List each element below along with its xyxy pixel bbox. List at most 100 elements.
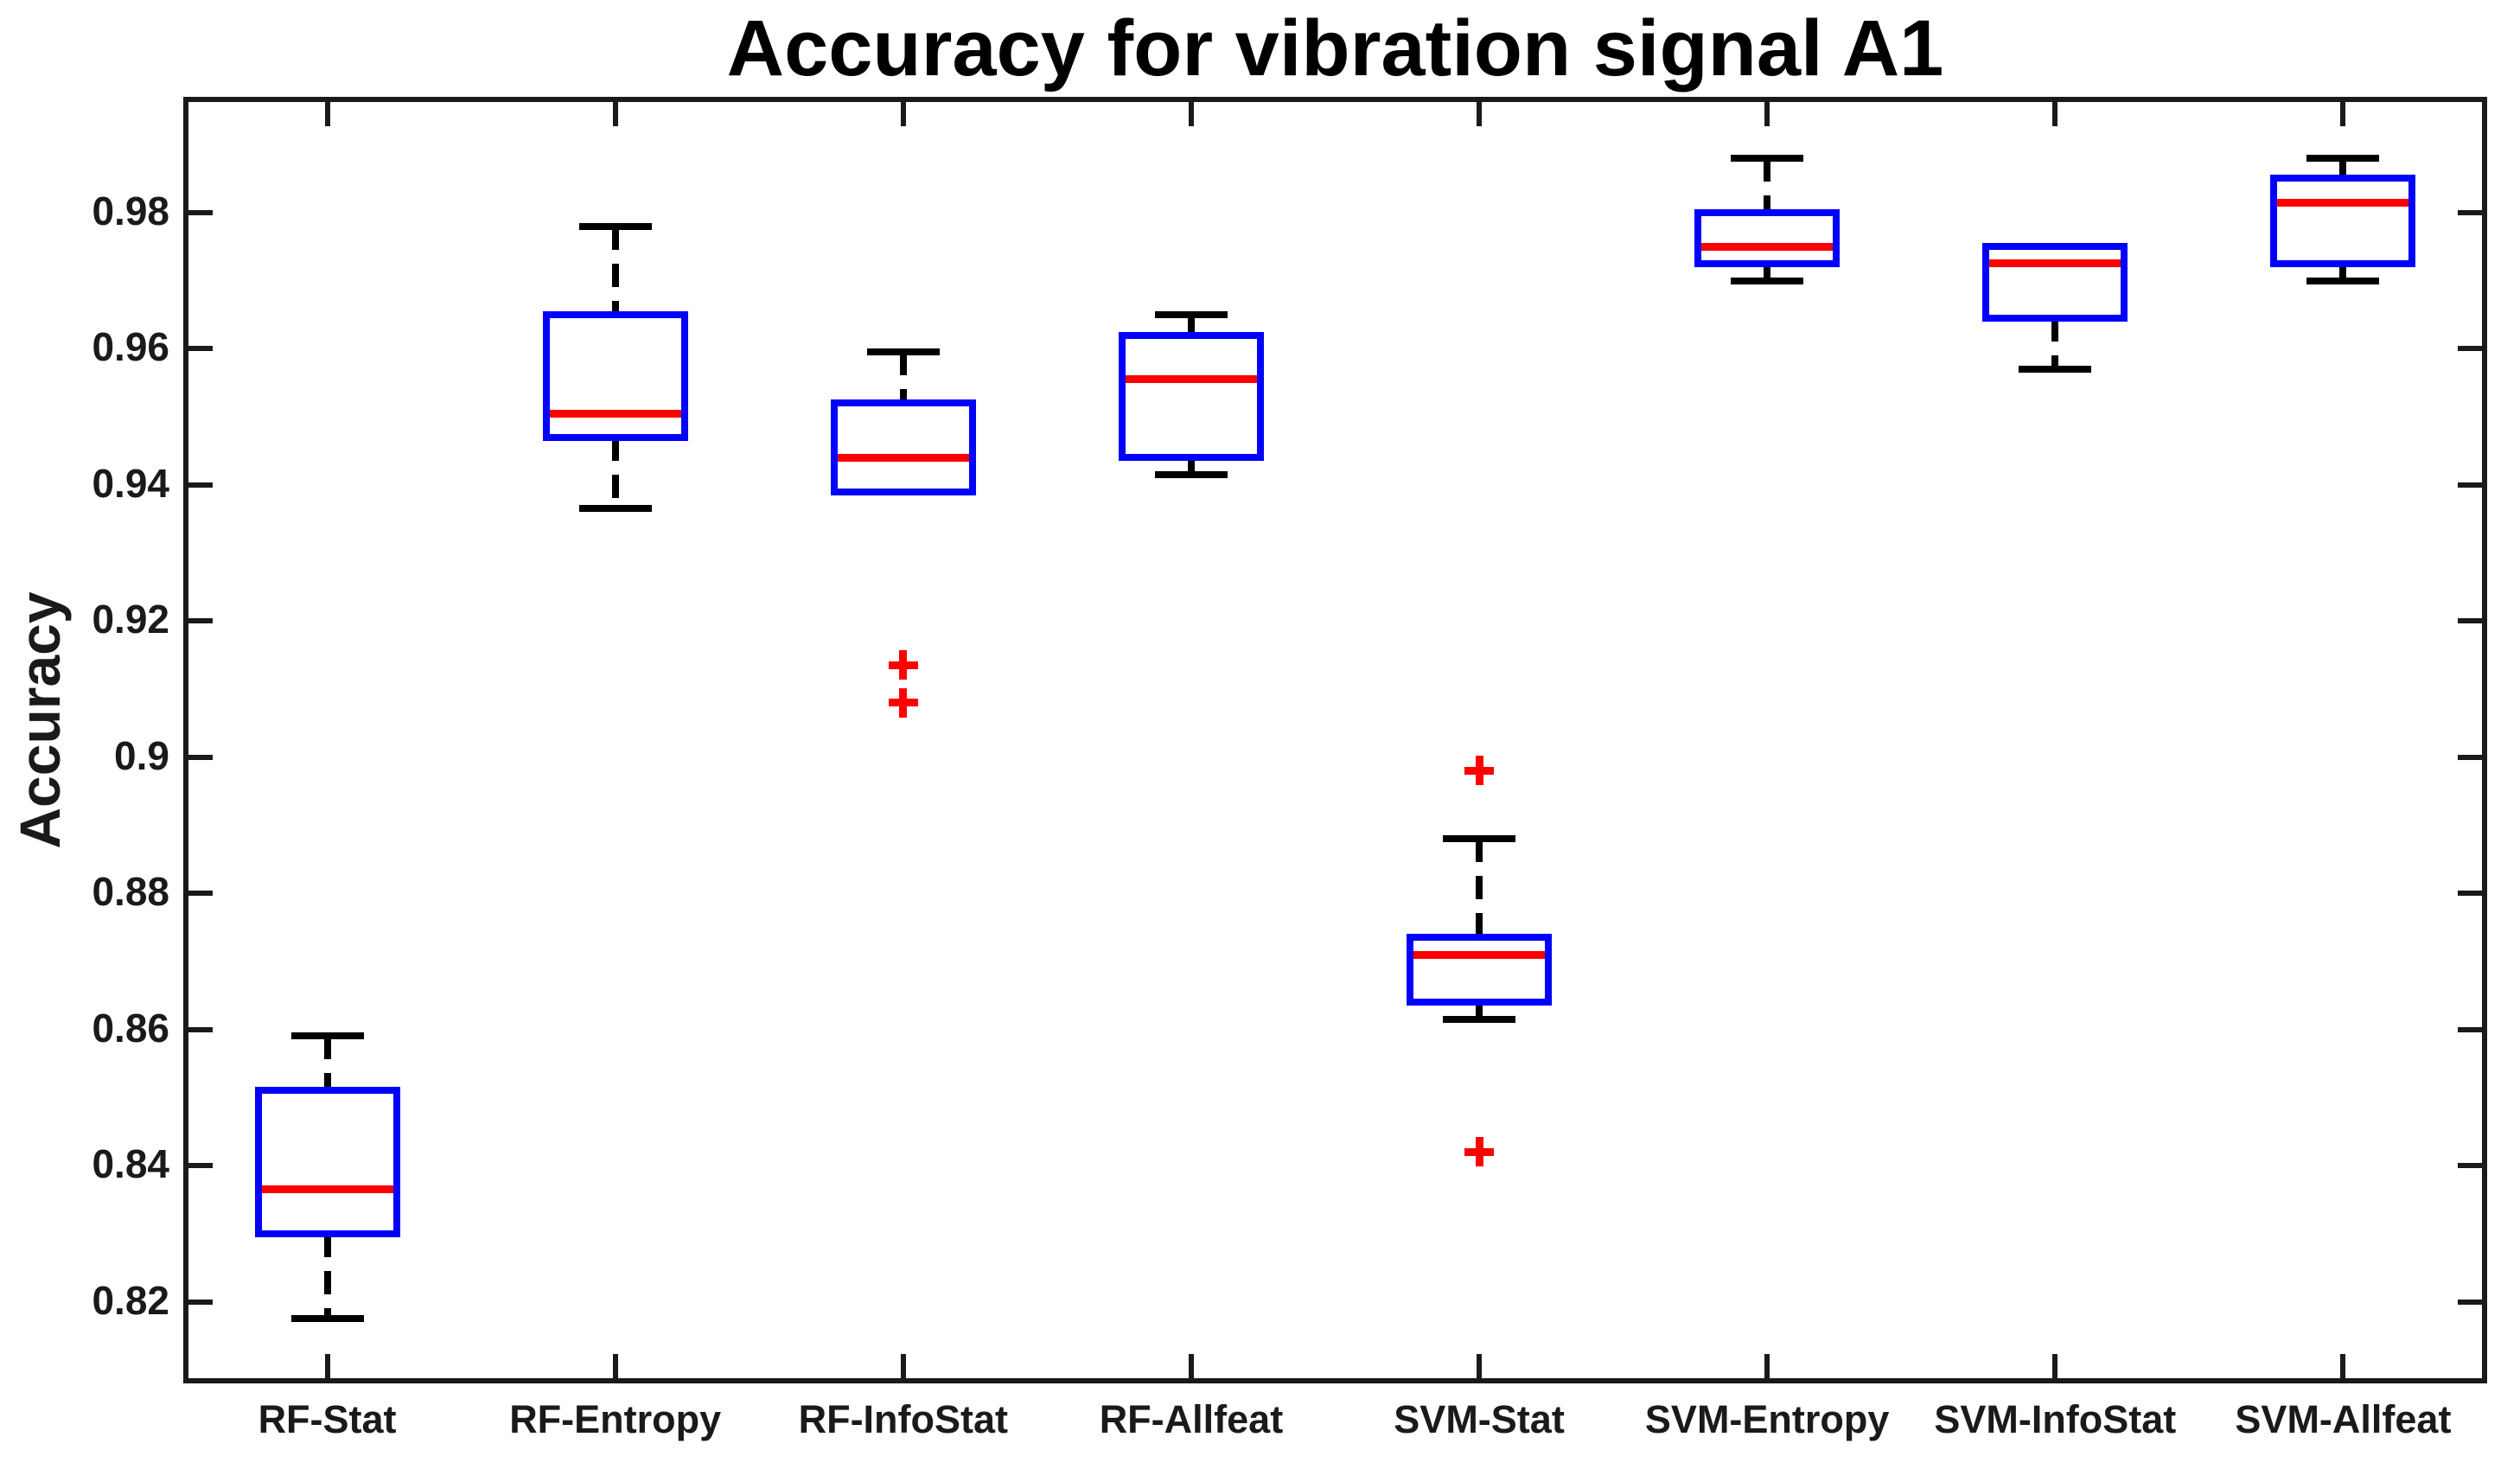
iqr-box xyxy=(1118,331,1264,462)
x-tick xyxy=(2340,102,2346,126)
upper-whisker xyxy=(2339,157,2347,179)
median-line xyxy=(1989,259,2121,268)
x-tick xyxy=(1477,1354,1483,1378)
y-tick xyxy=(188,1299,213,1305)
x-tick xyxy=(1477,102,1483,126)
lower-whisker xyxy=(611,437,619,509)
y-tick xyxy=(188,482,213,488)
chart-title: Accuracy for vibration signal A1 xyxy=(726,4,1944,93)
y-tick xyxy=(188,1026,213,1032)
x-tick xyxy=(2340,1354,2346,1378)
lower-whisker-cap xyxy=(1154,470,1228,478)
median-line xyxy=(549,409,681,418)
upper-whisker-cap xyxy=(2306,154,2380,162)
plot-area xyxy=(183,97,2487,1383)
y-tick-label: 0.92 xyxy=(92,597,169,642)
y-tick xyxy=(2458,1026,2482,1032)
lower-whisker-cap xyxy=(290,1315,364,1323)
outlier-marker xyxy=(888,687,918,718)
outlier-plus-vertical xyxy=(899,687,908,718)
upper-whisker xyxy=(323,1036,331,1091)
upper-whisker-cap xyxy=(1154,310,1228,318)
lower-whisker xyxy=(1476,1002,1483,1019)
y-tick-label: 0.88 xyxy=(92,869,169,915)
y-tick xyxy=(2458,618,2482,624)
x-tick xyxy=(324,1354,330,1378)
upper-whisker-cap xyxy=(1731,154,1804,162)
lower-whisker-cap xyxy=(2306,277,2380,284)
y-tick xyxy=(188,891,213,897)
x-tick xyxy=(612,102,618,126)
y-tick xyxy=(188,754,213,760)
x-tick-label: RF-Stat xyxy=(258,1397,397,1441)
upper-whisker-cap xyxy=(578,222,652,230)
x-tick-label: SVM-Allfeat xyxy=(2235,1397,2452,1441)
lower-whisker xyxy=(1764,263,1771,281)
y-tick xyxy=(2458,482,2482,488)
upper-whisker-cap xyxy=(866,348,940,356)
y-tick xyxy=(188,618,213,624)
iqr-box xyxy=(254,1087,400,1237)
upper-whisker-cap xyxy=(1443,835,1516,843)
x-tick xyxy=(1188,102,1194,126)
upper-whisker xyxy=(1764,157,1771,213)
x-tick xyxy=(900,102,906,126)
outlier-marker xyxy=(888,650,918,680)
lower-whisker-cap xyxy=(578,505,652,513)
y-tick-label: 0.84 xyxy=(92,1141,169,1187)
iqr-box xyxy=(2270,175,2416,267)
median-line xyxy=(1701,242,1834,251)
x-tick-label: SVM-Entropy xyxy=(1644,1397,1890,1441)
upper-whisker xyxy=(1187,314,1195,335)
iqr-box xyxy=(1694,208,1841,267)
y-tick xyxy=(2458,346,2482,352)
x-tick xyxy=(612,1354,618,1378)
y-tick xyxy=(2458,754,2482,760)
x-tick xyxy=(1764,1354,1770,1378)
y-tick xyxy=(2458,209,2482,215)
x-tick-label: RF-InfoStat xyxy=(798,1397,1009,1441)
lower-whisker-cap xyxy=(1731,277,1804,284)
y-tick-label: 0.86 xyxy=(92,1005,169,1051)
lower-whisker xyxy=(323,1233,331,1319)
x-tick xyxy=(2052,1354,2058,1378)
lower-whisker xyxy=(2051,317,2059,369)
y-tick xyxy=(2458,1299,2482,1305)
iqr-box xyxy=(542,310,688,441)
y-tick xyxy=(188,1163,213,1169)
outlier-plus-vertical xyxy=(1475,756,1483,786)
upper-whisker xyxy=(1476,839,1483,938)
lower-whisker-cap xyxy=(2019,365,2092,373)
median-line xyxy=(1125,375,1257,384)
x-tick xyxy=(324,102,330,126)
y-tick-label: 0.96 xyxy=(92,324,169,370)
y-tick-label: 0.94 xyxy=(92,460,169,506)
x-tick xyxy=(900,1354,906,1378)
upper-whisker-cap xyxy=(290,1032,364,1040)
x-tick-label: RF-Entropy xyxy=(509,1397,722,1441)
outlier-marker xyxy=(1464,1137,1495,1167)
lower-whisker-cap xyxy=(1443,1015,1516,1023)
upper-whisker xyxy=(899,352,907,404)
y-tick xyxy=(2458,1163,2482,1169)
x-tick-label: SVM-InfoStat xyxy=(1934,1397,2177,1441)
x-tick-label: RF-Allfeat xyxy=(1099,1397,1284,1441)
y-tick-label: 0.9 xyxy=(114,732,169,778)
median-line xyxy=(261,1185,393,1194)
y-tick xyxy=(188,346,213,352)
upper-whisker xyxy=(611,226,619,315)
median-line xyxy=(837,453,969,462)
median-line xyxy=(2277,198,2409,207)
x-tick xyxy=(1764,102,1770,126)
y-tick-label: 0.82 xyxy=(92,1277,169,1323)
outlier-plus-vertical xyxy=(1475,1137,1483,1167)
iqr-box xyxy=(830,399,976,495)
lower-whisker xyxy=(2339,263,2347,281)
outlier-marker xyxy=(1464,756,1495,786)
median-line xyxy=(1413,950,1546,959)
y-tick-label: 0.98 xyxy=(92,188,169,233)
x-tick xyxy=(2052,102,2058,126)
y-tick xyxy=(2458,891,2482,897)
iqr-box xyxy=(1982,243,2128,322)
